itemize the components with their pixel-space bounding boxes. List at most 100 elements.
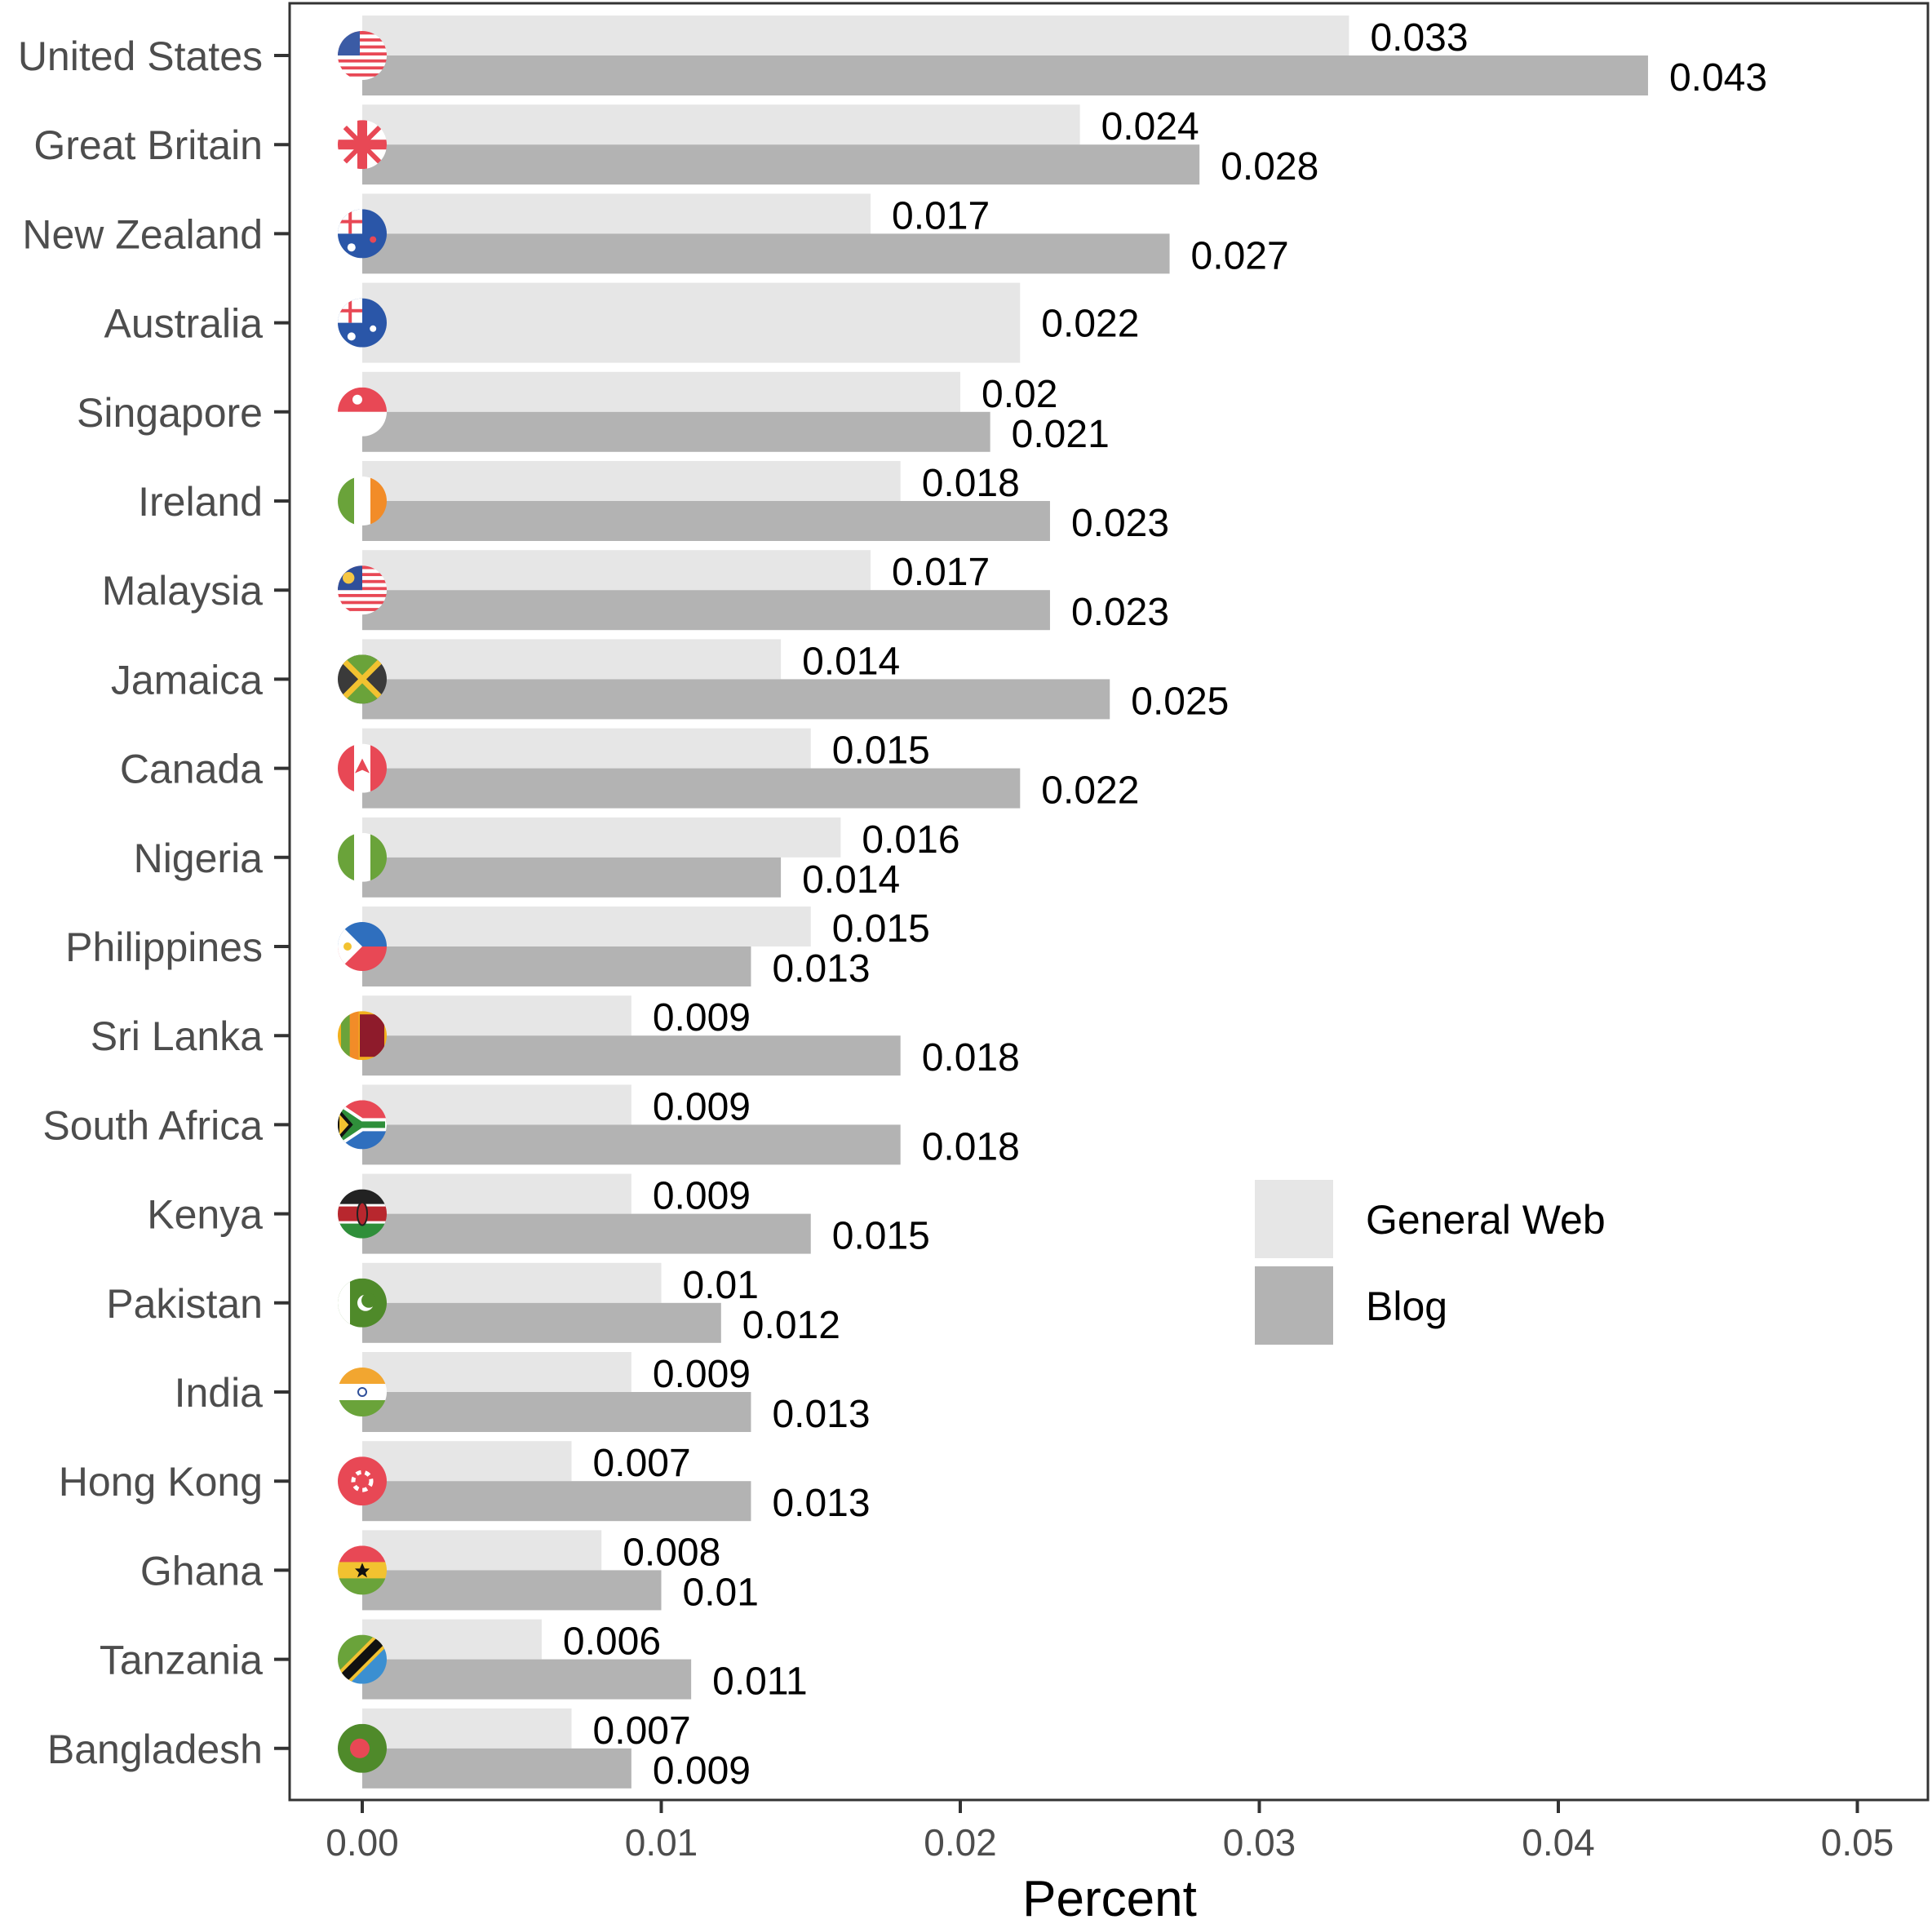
bar-blog-new-zealand: [362, 233, 1170, 274]
bar-blog-pakistan: [362, 1302, 721, 1343]
bar-general-web-great-britain: [362, 104, 1080, 145]
bar-blog-great-britain: [362, 144, 1200, 185]
us-flag-icon: [338, 31, 387, 80]
category-label-sri-lanka: Sri Lanka: [91, 1013, 263, 1059]
x-axis-title: Percent: [1022, 1871, 1197, 1924]
category-label-singapore: Singapore: [77, 390, 263, 436]
bar-general-web-south-africa: [362, 1084, 631, 1125]
bar-general-web-ghana: [362, 1530, 602, 1571]
x-tick-label: 0.05: [1821, 1821, 1894, 1864]
value-label-general-web-ireland: 0.018: [922, 462, 1020, 505]
category-label-tanzania: Tanzania: [100, 1638, 263, 1683]
bars-layer: [362, 16, 1648, 1789]
bar-general-web-tanzania: [362, 1619, 542, 1660]
y-axis: United States Great Britain New Zealand Aus…: [18, 33, 290, 1772]
category-label-india: India: [175, 1370, 264, 1416]
category-label-ghana: Ghana: [140, 1548, 263, 1594]
bar-blog-jamaica: [362, 679, 1110, 720]
bar-blog-sri-lanka: [362, 1035, 901, 1076]
category-label-south-africa: South Africa: [42, 1102, 263, 1148]
value-label-general-web-tanzania: 0.006: [563, 1620, 661, 1664]
bar-blog-south-africa: [362, 1124, 901, 1165]
value-label-general-web-kenya: 0.009: [653, 1175, 751, 1218]
category-label-kenya: Kenya: [147, 1192, 263, 1238]
nz-flag-icon: [338, 209, 387, 259]
category-label-canada: Canada: [120, 747, 263, 792]
x-tick-label: 0.04: [1522, 1821, 1595, 1864]
legend-key-general-web: [1255, 1180, 1333, 1258]
value-label-blog-ghana: 0.01: [683, 1571, 759, 1614]
category-label-ireland: Ireland: [138, 479, 263, 525]
value-label-blog-united-states: 0.043: [1669, 56, 1767, 100]
legend-key-blog: [1255, 1266, 1333, 1345]
value-label-blog-bangladesh: 0.009: [653, 1749, 751, 1793]
bar-general-web-ireland: [362, 461, 901, 501]
bar-general-web-bangladesh: [362, 1708, 572, 1749]
x-axis: 0.00 0.01 0.02 0.03 0.04 0.05: [326, 1800, 1894, 1864]
bar-blog-tanzania: [362, 1659, 692, 1700]
bar-blog-philippines: [362, 946, 751, 986]
value-label-blog-philippines: 0.013: [772, 947, 870, 991]
category-label-hong-kong: Hong Kong: [59, 1459, 263, 1505]
value-label-blog-pakistan: 0.012: [742, 1304, 840, 1347]
bar-general-web-sri-lanka: [362, 995, 631, 1036]
value-label-general-web-pakistan: 0.01: [683, 1264, 759, 1307]
au-flag-icon: [338, 298, 387, 348]
gh-flag-icon: [338, 1545, 387, 1595]
value-label-general-web-bangladesh: 0.007: [593, 1709, 691, 1753]
bar-blog-canada: [362, 768, 1021, 809]
value-label-blog-singapore: 0.021: [1012, 413, 1110, 456]
pk-flag-icon: [338, 1278, 387, 1328]
sg-flag-icon: [338, 387, 387, 437]
category-label-bangladesh: Bangladesh: [47, 1727, 263, 1772]
category-label-australia: Australia: [104, 301, 263, 347]
x-tick-label: 0.00: [326, 1821, 399, 1864]
za-flag-icon: [338, 1100, 387, 1150]
bar-general-web-singapore: [362, 371, 960, 412]
bar-blog-singapore: [362, 411, 990, 452]
value-label-general-web-malaysia: 0.017: [892, 551, 990, 594]
value-label-blog-jamaica: 0.025: [1131, 680, 1229, 723]
value-label-general-web-india: 0.009: [653, 1353, 751, 1396]
bar-blog-nigeria: [362, 857, 782, 898]
x-tick-label: 0.02: [924, 1821, 997, 1864]
ke-flag-icon: [338, 1189, 387, 1239]
bar-general-web-canada: [362, 728, 811, 769]
bar-blog-hong-kong: [362, 1481, 751, 1522]
ph-flag-icon: [338, 922, 387, 971]
bar-blog-india: [362, 1392, 751, 1432]
value-label-general-web-philippines: 0.015: [832, 907, 930, 951]
value-label-blog-hong-kong: 0.013: [772, 1482, 870, 1525]
category-label-united-states: United States: [18, 33, 263, 79]
value-label-general-web-singapore: 0.02: [982, 373, 1057, 416]
value-label-general-web-new-zealand: 0.017: [892, 194, 990, 237]
value-label-general-web-united-states: 0.033: [1370, 16, 1468, 60]
bar-general-web-philippines: [362, 907, 811, 946]
bar-general-web-new-zealand: [362, 193, 871, 234]
category-label-pakistan: Pakistan: [106, 1281, 263, 1327]
value-label-general-web-great-britain: 0.024: [1101, 105, 1199, 149]
bar-blog-ireland: [362, 501, 1050, 541]
value-labels-layer: 0.0330.0430.0240.0280.0170.0270.0220.020…: [563, 16, 1767, 1793]
category-label-jamaica: Jamaica: [111, 657, 263, 703]
my-flag-icon: [338, 565, 387, 615]
bar-blog-malaysia: [362, 590, 1050, 631]
in-flag-icon: [338, 1368, 387, 1416]
x-tick-label: 0.03: [1223, 1821, 1296, 1864]
bar-blog-kenya: [362, 1213, 811, 1254]
value-label-general-web-jamaica: 0.014: [802, 640, 900, 683]
gb-flag-icon: [338, 120, 387, 170]
bd-flag-icon: [338, 1723, 387, 1773]
hk-flag-icon: [338, 1456, 387, 1506]
x-tick-label: 0.01: [625, 1821, 698, 1864]
value-label-general-web-south-africa: 0.009: [653, 1085, 751, 1128]
bar-blog-bangladesh: [362, 1748, 631, 1789]
value-label-australia: 0.022: [1041, 303, 1139, 346]
value-label-blog-great-britain: 0.028: [1221, 145, 1318, 188]
category-label-malaysia: Malaysia: [102, 568, 263, 614]
bar-general-web-australia: [362, 282, 1021, 363]
value-label-blog-malaysia: 0.023: [1071, 591, 1169, 634]
bar-general-web-hong-kong: [362, 1441, 572, 1482]
legend-label-general-web: General Web: [1366, 1197, 1606, 1243]
